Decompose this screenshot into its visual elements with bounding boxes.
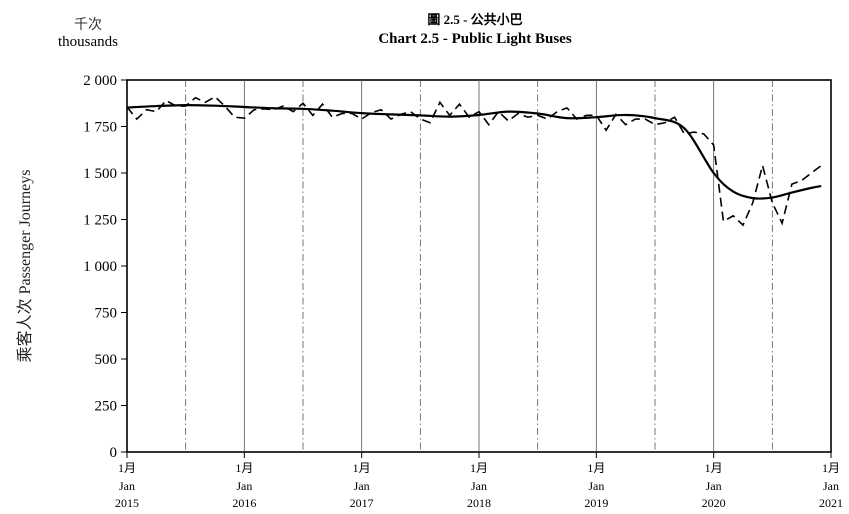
x-tick-label-month: Jan xyxy=(119,479,135,493)
x-tick-label-month: Jan xyxy=(706,479,722,493)
x-tick-label-year: 2016 xyxy=(232,496,256,510)
unit-label-en: thousands xyxy=(58,34,118,50)
y-tick-label: 750 xyxy=(95,306,118,322)
x-tick-label-zh: 1月 xyxy=(470,461,488,475)
x-tick-label-year: 2015 xyxy=(115,496,139,510)
y-tick-label: 250 xyxy=(95,399,118,415)
unit-label-zh: 千次 xyxy=(74,18,102,33)
x-tick-label-zh: 1月 xyxy=(235,461,253,475)
x-tick-label-zh: 1月 xyxy=(587,461,605,475)
chart-title-zh: 圖 2.5 - 公共小巴 xyxy=(427,12,523,27)
x-tick-label-year: 2017 xyxy=(350,496,374,510)
x-tick-label-year: 2021 xyxy=(819,496,843,510)
x-tick-label-year: 2020 xyxy=(702,496,726,510)
x-tick-label-month: Jan xyxy=(471,479,487,493)
y-tick-label: 1 750 xyxy=(83,120,117,136)
x-axis-ticks: 1月 Jan 2015 1月 Jan 2016 1月 Jan 2017 1月 Jan 2018 1月 Ja… xyxy=(115,452,843,510)
y-tick-label: 1 000 xyxy=(83,259,117,275)
chart-title-en: Chart 2.5 - Public Light Buses xyxy=(378,31,572,47)
x-tick-label-month: Jan xyxy=(823,479,839,493)
x-tick-label-zh: 1月 xyxy=(822,461,840,475)
x-tick-label-zh: 1月 xyxy=(118,461,136,475)
x-tick-label-month: Jan xyxy=(588,479,604,493)
x-tick-label-year: 2018 xyxy=(467,496,491,510)
y-tick-label: 500 xyxy=(95,352,118,368)
y-tick-label: 2 000 xyxy=(83,73,117,89)
y-tick-label: 1 500 xyxy=(83,166,117,182)
y-tick-label: 0 xyxy=(110,445,118,461)
x-tick-label-zh: 1月 xyxy=(705,461,723,475)
y-axis-ticks: 0 250 500 750 1 000 1 250 1 500 1 750 2 000 xyxy=(83,73,127,461)
data-series xyxy=(126,95,822,227)
x-tick-label-zh: 1月 xyxy=(353,461,371,475)
y-axis-label: 乘客人次 Passenger Journeys xyxy=(16,170,34,363)
x-tick-label-year: 2019 xyxy=(584,496,608,510)
x-tick-label-month: Jan xyxy=(354,479,370,493)
trend-line xyxy=(126,104,822,200)
x-tick-label-month: Jan xyxy=(236,479,252,493)
gridlines xyxy=(185,80,773,452)
y-tick-label: 1 250 xyxy=(83,213,117,229)
